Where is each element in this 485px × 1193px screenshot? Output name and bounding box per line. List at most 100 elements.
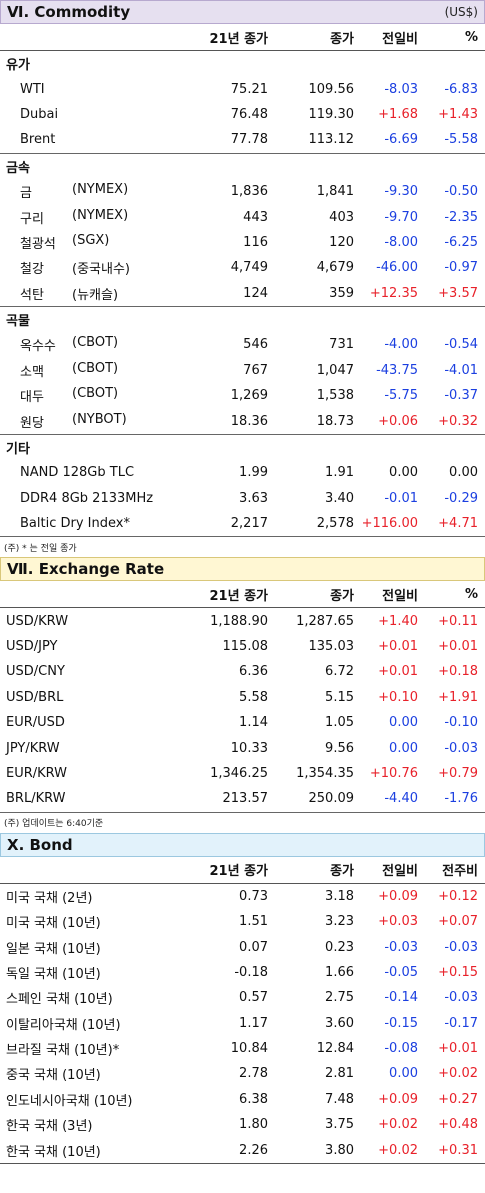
close-value: 4,679 <box>316 260 354 276</box>
daily-change: -8.00 <box>384 234 418 250</box>
table-row: Baltic Dry Index* 2,217 2,578 +116.00 +4.71 <box>0 511 485 536</box>
prev-year-close: 76.48 <box>230 106 268 122</box>
daily-change-percent: -5.58 <box>444 132 478 148</box>
commodity-name-main: Dubai <box>20 106 59 122</box>
change-value: +0.79 <box>438 765 478 781</box>
commodity-exchange: (뉴캐슬) <box>72 287 119 303</box>
table-row: USD/JPY 115.08 135.03 +0.01 +0.01 <box>0 634 485 659</box>
daily-change: -0.05 <box>384 964 418 980</box>
prev-year-close: 6.36 <box>239 664 268 680</box>
change-value: +1.91 <box>438 689 478 705</box>
daily-change: -5.75 <box>384 388 418 404</box>
prev-year-close: 1.17 <box>239 1015 268 1031</box>
change-value: +0.01 <box>438 639 478 654</box>
daily-change: +0.01 <box>378 664 418 680</box>
commodity-name-main: 금 <box>20 186 32 202</box>
exchange-name: USD/JPY <box>6 639 58 654</box>
table-row: 석탄 (뉴캐슬) 124 359 +12.35 +3.57 <box>0 281 485 306</box>
commodity-header-row: 21년 종가 종가 전일비 % <box>0 24 485 51</box>
close-value: 731 <box>329 337 354 353</box>
exchange-name: USD/KRW <box>6 613 69 629</box>
prev-year-close: 443 <box>243 209 268 225</box>
table-row: 옥수수 (CBOT) 546 731 -4.00 -0.54 <box>0 332 485 357</box>
prev-year-close: 116 <box>243 234 268 250</box>
daily-change: -43.75 <box>376 362 418 378</box>
bond-name: 한국 국채 (10년) <box>6 1144 101 1160</box>
table-row: 대두 (CBOT) 1,269 1,538 -5.75 -0.37 <box>0 383 485 408</box>
close-value: 3.18 <box>325 888 354 904</box>
daily-change-percent: +4.71 <box>438 516 478 532</box>
commodity-name: WTI <box>0 82 184 97</box>
prev-year-close: 2.78 <box>239 1066 268 1082</box>
close-value: 359 <box>329 285 354 301</box>
commodity-name-main: 대두 <box>20 390 44 406</box>
close-value: 135.03 <box>308 639 355 654</box>
change-value: +0.02 <box>438 1066 478 1082</box>
prev-year-close: 767 <box>243 362 268 378</box>
bond-name: 스페인 국채 (10년) <box>6 992 113 1008</box>
exchange-header-prev-close: 21년 종가 <box>209 588 269 604</box>
exchange-header-row: 21년 종가 종가 전일비 % <box>0 581 485 609</box>
close-value: 3.40 <box>325 490 354 506</box>
daily-change: +0.02 <box>378 1117 418 1133</box>
commodity-category-label: 금속 <box>0 152 485 179</box>
commodity-section-title: Ⅵ. Commodity (US$) <box>0 0 485 24</box>
prev-year-close: 1.99 <box>239 465 268 481</box>
commodity-exchange: (SGX) <box>72 232 110 248</box>
change-value: +0.15 <box>438 964 478 980</box>
table-row: 미국 국채 (2년) 0.73 3.18 +0.09 +0.12 <box>0 884 485 909</box>
commodity-name-main: 소맥 <box>20 364 44 380</box>
close-value: 1,354.35 <box>296 765 354 781</box>
daily-change-percent: -0.29 <box>444 490 478 506</box>
change-value: +0.18 <box>438 664 478 680</box>
prev-year-close: 1.14 <box>239 715 268 731</box>
prev-year-close: 1.51 <box>239 914 268 930</box>
commodity-name-main: 구리 <box>20 211 44 227</box>
commodity-exchange: (CBOT) <box>72 386 119 402</box>
close-value: 403 <box>329 209 354 225</box>
table-row: DDR4 8Gb 2133MHz 3.63 3.40 -0.01 -0.29 <box>0 486 485 511</box>
prev-year-close: 213.57 <box>222 791 269 807</box>
commodity-name: Brent <box>0 132 184 147</box>
commodity-exchange: (NYBOT) <box>72 411 127 427</box>
commodity-name-main: NAND 128Gb TLC <box>20 465 135 481</box>
bond-header-row: 21년 종가 종가 전일비 전주비 <box>0 857 485 884</box>
close-value: 12.84 <box>316 1041 354 1057</box>
bond-name: 인도네시아국채 (10년) <box>6 1093 133 1109</box>
prev-year-close: 77.78 <box>230 132 268 148</box>
daily-change: -8.03 <box>384 81 418 97</box>
daily-change: -0.08 <box>384 1041 418 1057</box>
table-row: Dubai 76.48 119.30 +1.68 +1.43 <box>0 102 485 127</box>
commodity-name: Baltic Dry Index* <box>0 516 184 531</box>
commodity-name: Dubai <box>0 107 184 122</box>
daily-change: -0.15 <box>384 1015 418 1031</box>
commodity-name-main: Brent <box>20 132 56 148</box>
commodity-name-main: WTI <box>20 81 45 97</box>
commodity-exchange: (CBOT) <box>72 360 119 376</box>
daily-change: +0.02 <box>378 1142 418 1158</box>
exchange-section-title: Ⅶ. Exchange Rate <box>0 557 485 582</box>
daily-change-percent: -0.37 <box>444 388 478 404</box>
daily-change: +0.06 <box>378 413 418 429</box>
table-row: USD/BRL 5.58 5.15 +0.10 +1.91 <box>0 685 485 710</box>
table-row: 스페인 국채 (10년) 0.57 2.75 -0.14 -0.03 <box>0 985 485 1010</box>
close-value: 18.73 <box>316 413 354 429</box>
close-value: 2.75 <box>325 990 354 1006</box>
prev-year-close: -0.18 <box>234 964 268 980</box>
daily-change-percent: -6.83 <box>444 81 478 97</box>
commodity-name-main: 원당 <box>20 415 44 431</box>
prev-year-close: 75.21 <box>230 81 268 97</box>
daily-change: -0.14 <box>384 990 418 1006</box>
commodity-exchange: (중국내수) <box>72 262 130 278</box>
prev-year-close: 1,836 <box>230 184 268 200</box>
close-value: 1.05 <box>325 715 354 731</box>
commodity-table-body: 유가 WTI 75.21 109.56 -8.03 -6.83 Dubai 76.48 119.… <box>0 51 485 536</box>
table-row: 철광석 (SGX) 116 120 -8.00 -6.25 <box>0 230 485 255</box>
prev-year-close: 1,269 <box>230 388 268 404</box>
bond-header-week-change: 전주비 <box>442 864 478 880</box>
table-row: 구리 (NYMEX) 443 403 -9.70 -2.35 <box>0 204 485 229</box>
prev-year-close: 0.73 <box>239 888 268 904</box>
bond-table-body: 미국 국채 (2년) 0.73 3.18 +0.09 +0.12 미국 국채 (10년) 1… <box>0 884 485 1164</box>
table-row: NAND 128Gb TLC 1.99 1.91 0.00 0.00 <box>0 460 485 485</box>
close-value: 1.66 <box>325 964 354 980</box>
